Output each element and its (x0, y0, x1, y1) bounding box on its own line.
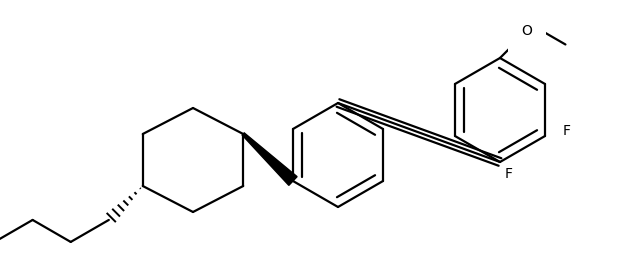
Polygon shape (242, 133, 297, 185)
Text: F: F (563, 124, 571, 138)
Text: O: O (522, 24, 532, 38)
Text: F: F (505, 167, 513, 181)
